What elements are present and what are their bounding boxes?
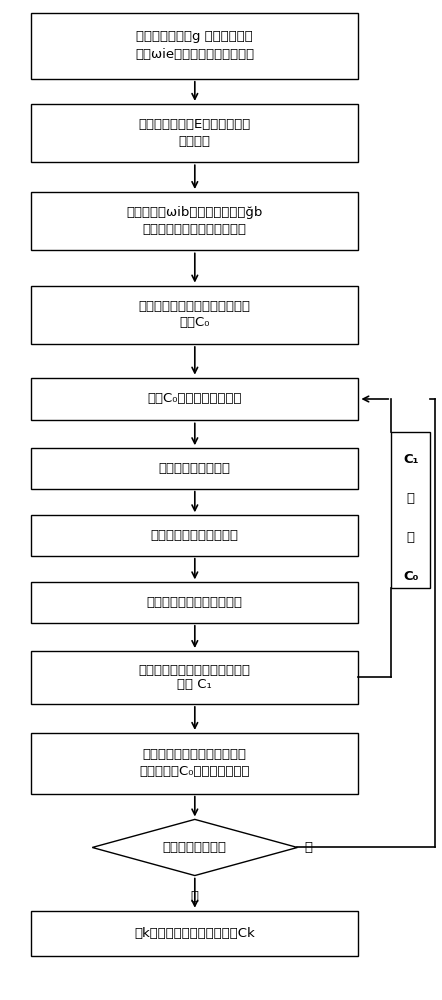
Bar [31, 515, 358, 556]
Bar [391, 432, 431, 588]
Text: 得到没有经过正交化的捕联姿态: 得到没有经过正交化的捕联姿态 [139, 300, 251, 313]
Text: 矩阵C₀: 矩阵C₀ [179, 316, 210, 329]
Text: 交化的矩阵C₀得到测距函数值: 交化的矩阵C₀得到测距函数值 [140, 765, 250, 778]
Bar [31, 378, 358, 420]
Text: 替: 替 [407, 492, 415, 505]
Text: 否: 否 [304, 841, 312, 854]
Text: 利用修正的矩阵与没有经过正: 利用修正的矩阵与没有经过正 [143, 748, 247, 761]
Text: 速度ωie在导航坐标系上的投影: 速度ωie在导航坐标系上的投影 [135, 48, 255, 61]
Text: 得到经过修正的三个行向量: 得到经过修正的三个行向量 [147, 596, 243, 609]
Text: C₁: C₁ [403, 453, 419, 466]
Text: 矩阵 C₁: 矩阵 C₁ [177, 678, 212, 691]
Bar [31, 448, 358, 489]
Bar [31, 104, 358, 162]
Bar [31, 911, 358, 956]
Bar [31, 192, 358, 250]
Text: 换: 换 [407, 531, 415, 544]
Text: 确定第三个向量E在导航坐标系: 确定第三个向量E在导航坐标系 [139, 118, 251, 131]
Text: 由陀螺输出ωib和加速度计输出ğb: 由陀螺输出ωib和加速度计输出ğb [126, 206, 263, 219]
Text: 得到重力加速度g 和地球自转角: 得到重力加速度g 和地球自转角 [137, 30, 253, 43]
Text: 矩阵C₀写成行向量的形式: 矩阵C₀写成行向量的形式 [148, 392, 242, 405]
Bar [31, 733, 358, 794]
Bar [31, 13, 358, 79]
Bar [31, 286, 358, 344]
Bar [31, 651, 358, 704]
Text: 确定载体坐标系上第三个向量: 确定载体坐标系上第三个向量 [143, 223, 247, 236]
Text: 计算得到中间测量值的模: 计算得到中间测量值的模 [151, 529, 239, 542]
Text: 第k次修正后的捕联姿态矩阵Ck: 第k次修正后的捕联姿态矩阵Ck [134, 927, 255, 940]
Text: C₀: C₀ [403, 570, 419, 583]
Polygon shape [92, 819, 297, 876]
Text: 上的投影: 上的投影 [179, 135, 211, 148]
Text: 是: 是 [191, 890, 199, 903]
Text: 计算得到中间测量值: 计算得到中间测量值 [159, 462, 231, 475]
Text: 进一步得到经过修正的捕联姿态: 进一步得到经过修正的捕联姿态 [139, 664, 251, 677]
Bar [31, 582, 358, 623]
Text: 是否满足精度条件: 是否满足精度条件 [163, 841, 227, 854]
